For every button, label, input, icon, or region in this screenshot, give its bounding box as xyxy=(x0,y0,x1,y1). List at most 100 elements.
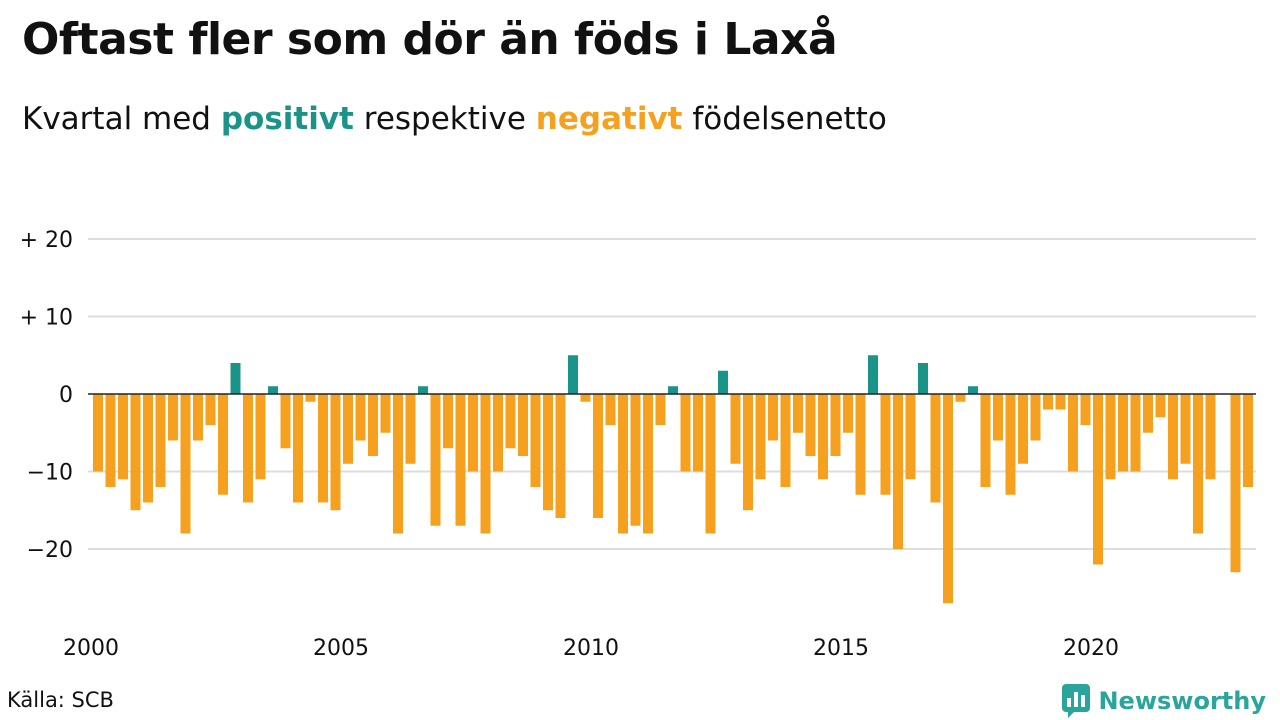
bar-negative xyxy=(905,394,916,480)
bar-negative xyxy=(380,394,391,433)
chart-subtitle: Kvartal med positivt respektive negativt… xyxy=(22,101,887,137)
bar-negative xyxy=(130,394,141,511)
bar-negative xyxy=(455,394,466,526)
gridlines xyxy=(88,238,1256,550)
bars xyxy=(93,355,1253,604)
subtitle-middle: respektive xyxy=(363,101,526,137)
bar-negative xyxy=(355,394,366,441)
bar-negative xyxy=(193,394,203,441)
bar-negative xyxy=(1018,394,1028,464)
bar-negative xyxy=(1093,394,1103,565)
bar-negative xyxy=(705,394,716,534)
bar-negative xyxy=(493,394,503,472)
bar-negative xyxy=(543,394,553,511)
y-axis-ticks: + 20 + 10 0 −10 −20 xyxy=(20,228,73,563)
bar-negative xyxy=(605,394,616,425)
bar-positive xyxy=(868,355,878,394)
y-tick-label: −10 xyxy=(27,461,73,486)
bar-negative xyxy=(180,394,191,534)
bar-negative xyxy=(505,394,516,449)
bar-negative xyxy=(655,394,666,425)
bar-positive xyxy=(418,386,428,394)
bar-chart: + 20 + 10 0 −10 −20 2000 2005 2010 2015 2020 xyxy=(20,228,1256,661)
bar-positive xyxy=(968,386,978,394)
bar-negative xyxy=(843,394,853,433)
bar-negative xyxy=(1080,394,1091,425)
brand-logo: Newsworthy xyxy=(1062,684,1266,718)
bar-negative xyxy=(955,394,966,402)
bar-negative xyxy=(793,394,803,433)
y-tick-label: + 20 xyxy=(20,228,73,253)
x-tick-label: 2020 xyxy=(1063,636,1119,661)
x-tick-label: 2005 xyxy=(313,636,369,661)
bar-negative xyxy=(755,394,766,480)
brand-name: Newsworthy xyxy=(1098,687,1266,715)
bar-negative xyxy=(480,394,491,534)
bar-negative xyxy=(943,394,953,604)
bar-negative xyxy=(343,394,353,464)
bar-negative xyxy=(430,394,441,526)
bar-negative xyxy=(593,394,603,518)
bar-negative xyxy=(980,394,991,487)
legend-negative: negativt xyxy=(535,101,683,137)
bar-negative xyxy=(768,394,778,441)
bar-negative xyxy=(993,394,1003,441)
bar-negative xyxy=(1030,394,1041,441)
bar-negative xyxy=(218,394,228,495)
bar-negative xyxy=(1068,394,1078,472)
subtitle-prefix: Kvartal med xyxy=(22,101,211,137)
bar-positive xyxy=(268,386,278,394)
bar-negative xyxy=(518,394,528,456)
bar-negative xyxy=(618,394,628,534)
subtitle-suffix: födelsenetto xyxy=(692,101,887,137)
source-label: Källa: SCB xyxy=(7,688,114,712)
legend-positive: positivt xyxy=(220,101,354,137)
x-tick-label: 2000 xyxy=(63,636,119,661)
bar-negative xyxy=(830,394,841,456)
bar-negative xyxy=(930,394,941,503)
bar-negative xyxy=(855,394,866,495)
bar-negative xyxy=(730,394,741,464)
bar-positive xyxy=(668,386,678,394)
bar-negative xyxy=(530,394,541,487)
bar-negative xyxy=(1105,394,1116,480)
bar-negative xyxy=(580,394,591,402)
y-tick-label: + 10 xyxy=(20,306,73,331)
bar-negative xyxy=(143,394,153,503)
bar-negative xyxy=(1168,394,1178,480)
bar-negative xyxy=(805,394,816,456)
bar-negative xyxy=(1243,394,1253,487)
bar-negative xyxy=(1118,394,1128,472)
bar-negative xyxy=(1155,394,1166,418)
bar-negative xyxy=(1143,394,1153,433)
bar-negative xyxy=(880,394,891,495)
bar-negative xyxy=(1205,394,1216,480)
bar-negative xyxy=(105,394,116,487)
bar-negative xyxy=(680,394,691,472)
bar-negative xyxy=(743,394,753,511)
bar-negative xyxy=(405,394,416,464)
bar-negative xyxy=(1005,394,1016,495)
bar-negative xyxy=(155,394,166,487)
bar-negative xyxy=(118,394,128,480)
bar-negative xyxy=(305,394,316,402)
bar-negative xyxy=(1193,394,1203,534)
bar-negative xyxy=(1055,394,1066,410)
x-tick-label: 2015 xyxy=(813,636,869,661)
bar-positive xyxy=(568,355,578,394)
newsworthy-chart-icon xyxy=(1062,684,1091,718)
bar-negative xyxy=(205,394,216,425)
bar-negative xyxy=(368,394,378,456)
bar-positive xyxy=(718,370,728,394)
y-tick-label: −20 xyxy=(27,538,73,563)
bar-negative xyxy=(643,394,653,534)
bar-negative xyxy=(780,394,791,487)
bar-negative xyxy=(293,394,303,503)
bar-negative xyxy=(318,394,328,503)
bar-negative xyxy=(693,394,703,472)
chart-title: Oftast fler som dör än föds i Laxå xyxy=(22,14,838,65)
bar-negative xyxy=(393,394,403,534)
bar-negative xyxy=(893,394,903,549)
y-tick-label: 0 xyxy=(59,383,73,408)
bar-positive xyxy=(918,363,928,394)
